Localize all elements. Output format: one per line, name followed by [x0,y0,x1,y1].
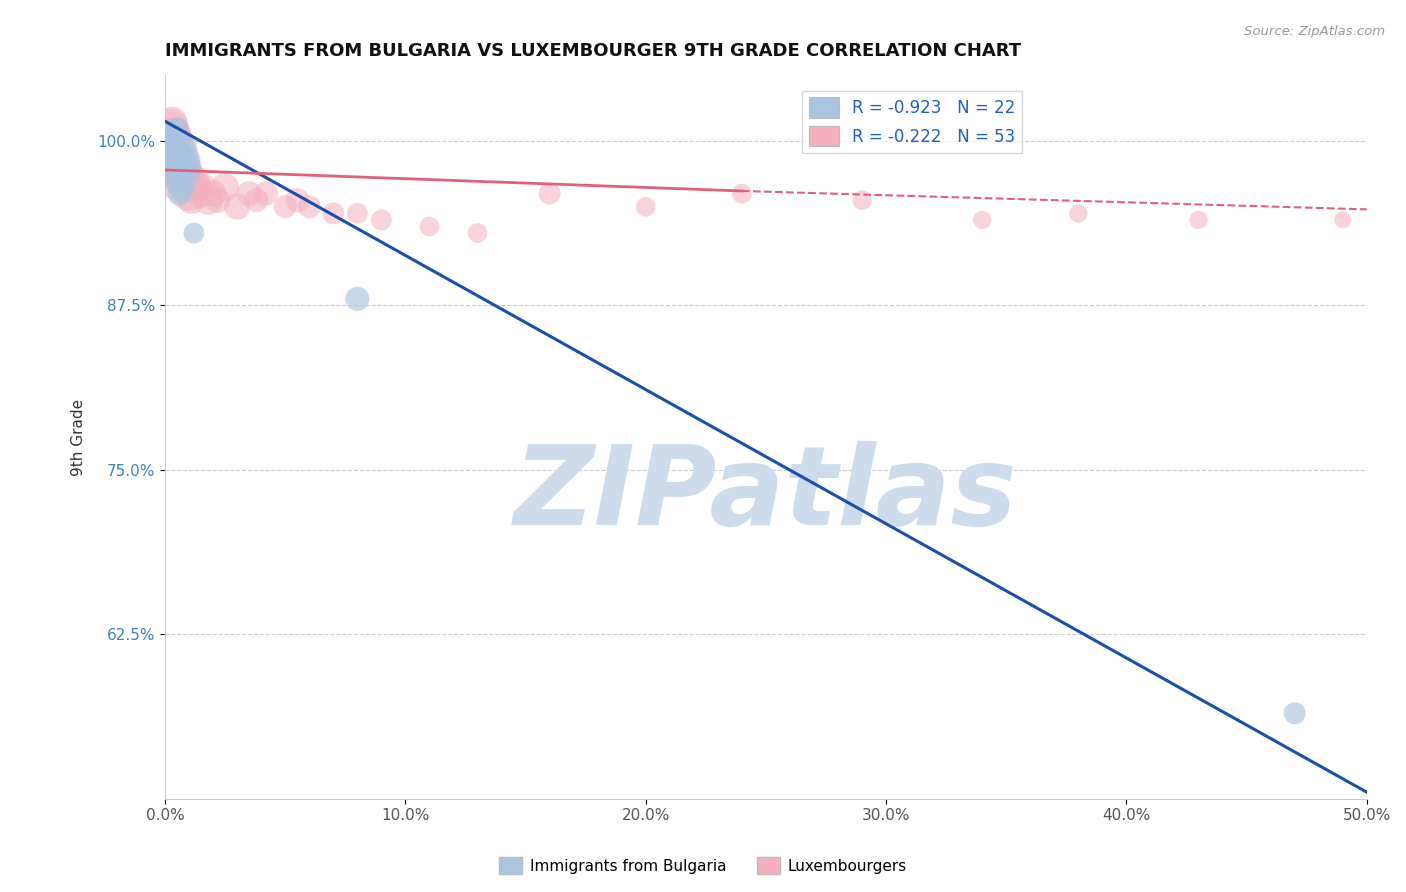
Point [179,161,201,175]
Point [162,153,184,168]
Point [169,161,191,175]
Text: Source: ZipAtlas.com: Source: ZipAtlas.com [1244,25,1385,38]
Point [197,193,219,207]
Point [173,153,195,168]
Point [170,147,193,161]
Point [274,200,297,214]
Point [183,173,205,187]
Point [190,186,212,201]
Point [176,153,198,168]
Text: IMMIGRANTS FROM BULGARIA VS LUXEMBOURGER 9TH GRADE CORRELATION CHART: IMMIGRANTS FROM BULGARIA VS LUXEMBOURGER… [165,42,1021,60]
Point [180,193,202,207]
Point [169,153,191,168]
Legend: Immigrants from Bulgaria, Luxembourgers: Immigrants from Bulgaria, Luxembourgers [494,851,912,880]
Y-axis label: 9th Grade: 9th Grade [72,399,86,475]
Point [179,167,201,181]
Point [166,147,188,161]
Point [162,134,184,148]
Point [169,134,191,148]
Point [1187,213,1209,227]
Point [731,186,754,201]
Point [156,140,179,154]
Point [1284,706,1306,721]
Point [418,219,440,234]
Point [173,173,195,187]
Point [166,120,188,135]
Point [176,161,198,175]
Point [163,161,186,175]
Point [170,147,193,161]
Point [346,206,368,220]
Point [176,180,198,194]
Point [346,292,368,306]
Legend: R = -0.923   N = 22, R = -0.222   N = 53: R = -0.923 N = 22, R = -0.222 N = 53 [801,91,1022,153]
Point [156,128,179,142]
Point [322,206,344,220]
Point [162,114,184,128]
Point [159,140,181,154]
Point [163,128,186,142]
Point [467,226,489,240]
Point [972,213,994,227]
Point [159,120,181,135]
Point [538,186,561,201]
Point [226,200,249,214]
Point [163,140,186,154]
Point [169,186,191,201]
Text: ZIPatlas: ZIPatlas [515,442,1018,549]
Point [173,167,195,181]
Point [238,186,260,201]
Point [285,193,308,207]
Point [1067,206,1090,220]
Point [193,180,215,194]
Point [166,167,188,181]
Point [162,134,184,148]
Point [254,186,277,201]
Point [183,226,205,240]
Point [207,193,229,207]
Point [162,147,184,161]
Point [1331,213,1354,227]
Point [214,180,236,194]
Point [159,147,181,161]
Point [170,167,193,181]
Point [202,186,225,201]
Point [851,193,873,207]
Point [186,180,208,194]
Point [163,161,186,175]
Point [634,200,657,214]
Point [298,200,321,214]
Point [245,193,267,207]
Point [370,213,392,227]
Point [163,128,186,142]
Point [166,173,188,187]
Point [169,173,191,187]
Point [166,128,188,142]
Point [179,186,201,201]
Point [166,147,188,161]
Point [156,134,179,148]
Point [159,128,181,142]
Point [170,180,193,194]
Point [169,134,191,148]
Point [173,140,195,154]
